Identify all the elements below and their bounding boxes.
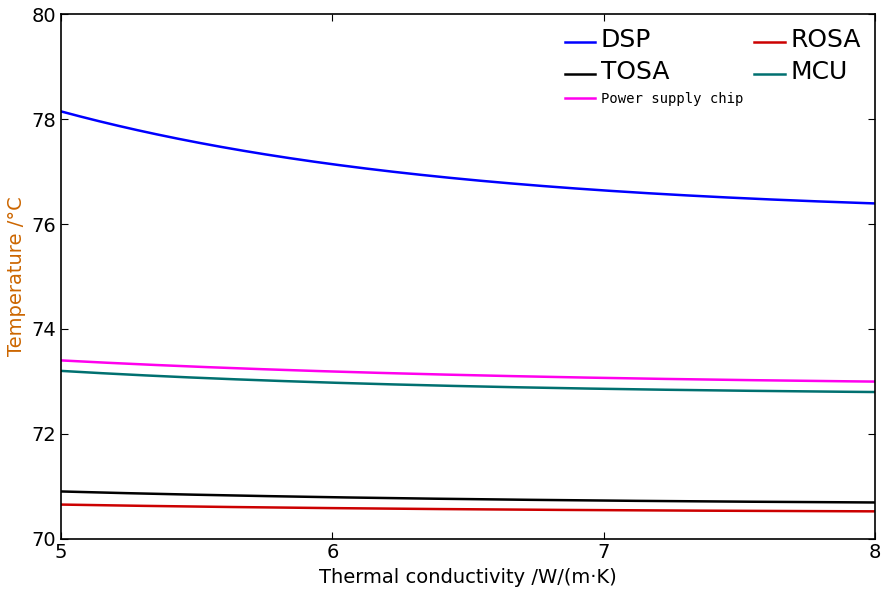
Power supply chip [59, 357, 69, 364]
TOSA [741, 498, 752, 505]
TOSA [793, 498, 804, 505]
Power supply chip [869, 378, 880, 385]
MCU [554, 384, 565, 391]
DSP [869, 200, 880, 207]
TOSA [869, 499, 880, 506]
DSP [537, 182, 548, 189]
ROSA [56, 501, 67, 508]
X-axis label: Thermal conductivity /W/(m·K): Thermal conductivity /W/(m·K) [319, 568, 617, 587]
Line: TOSA: TOSA [61, 491, 875, 503]
TOSA [537, 497, 548, 504]
MCU [59, 368, 69, 375]
DSP [59, 109, 69, 116]
TOSA [56, 488, 67, 495]
Power supply chip [540, 373, 551, 380]
ROSA [59, 501, 69, 508]
DSP [554, 184, 565, 191]
ROSA [554, 506, 565, 513]
Y-axis label: Temperature /°C: Temperature /°C [7, 197, 26, 356]
MCU [869, 388, 880, 396]
DSP [540, 183, 551, 190]
MCU [56, 367, 67, 374]
MCU [741, 387, 752, 394]
Power supply chip [741, 377, 752, 384]
Line: ROSA: ROSA [61, 504, 875, 511]
ROSA [793, 507, 804, 514]
Power supply chip [554, 374, 565, 381]
ROSA [741, 507, 752, 514]
MCU [537, 384, 548, 391]
Power supply chip [56, 357, 67, 364]
Line: MCU: MCU [61, 371, 875, 392]
DSP [793, 197, 804, 204]
TOSA [554, 497, 565, 504]
TOSA [540, 497, 551, 504]
Line: Power supply chip: Power supply chip [61, 361, 875, 381]
ROSA [540, 506, 551, 513]
MCU [540, 384, 551, 391]
ROSA [869, 508, 880, 515]
MCU [793, 388, 804, 395]
Legend: DSP, TOSA, Power supply chip, ROSA, MCU, : DSP, TOSA, Power supply chip, ROSA, MCU, [558, 21, 868, 122]
Line: DSP: DSP [61, 112, 875, 203]
Power supply chip [537, 373, 548, 380]
Power supply chip [793, 377, 804, 384]
ROSA [537, 506, 548, 513]
TOSA [59, 488, 69, 495]
DSP [56, 108, 67, 115]
DSP [741, 195, 752, 202]
